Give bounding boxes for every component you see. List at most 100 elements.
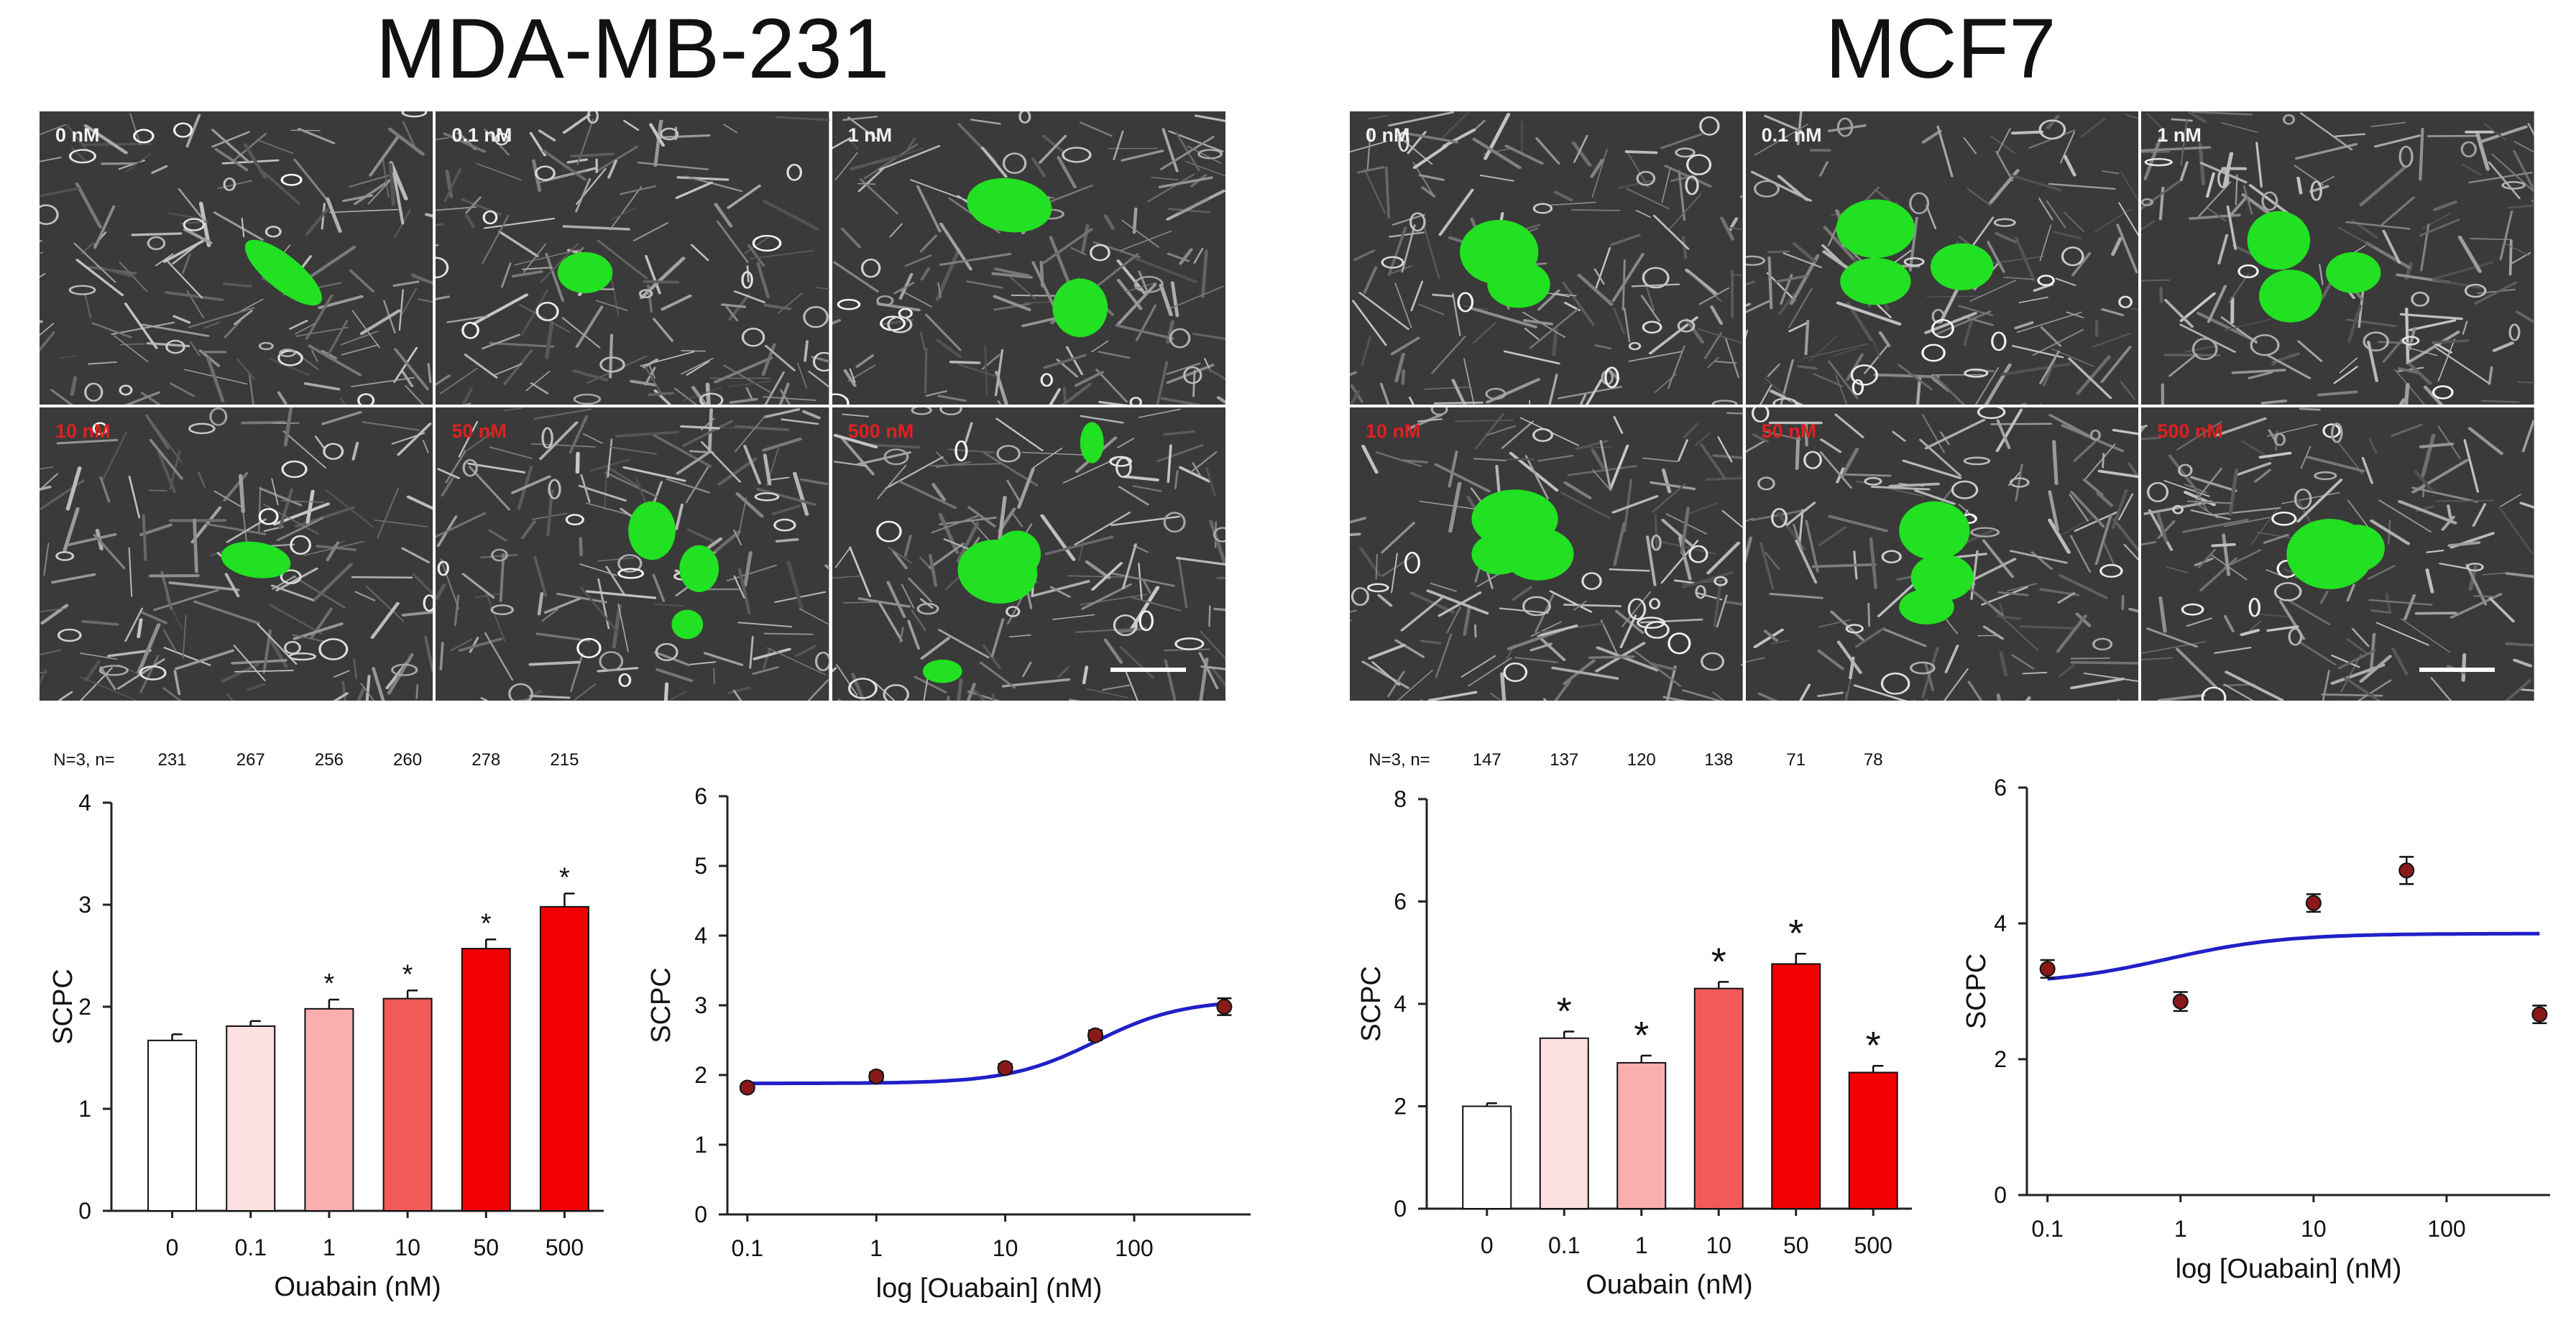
n-value: 260	[393, 750, 422, 770]
micrograph-image	[40, 111, 433, 405]
micrograph-panel: 10 nM	[1350, 407, 1743, 701]
data-point	[739, 1079, 755, 1096]
x-tick-label: 1	[870, 1235, 883, 1261]
micrograph-image	[436, 407, 829, 701]
micrograph-image	[1745, 111, 2139, 405]
green-cell	[1898, 589, 1954, 624]
micrograph-image	[832, 111, 1225, 405]
bar	[1693, 987, 1744, 1209]
green-cell	[1503, 527, 1574, 581]
x-tick-label: 0.1	[732, 1235, 763, 1261]
micrograph-panel: 500 nM	[2141, 407, 2534, 701]
data-point	[2398, 862, 2415, 879]
y-tick-label: 5	[694, 853, 707, 879]
bar-chart-mda-mb-231: 0 1 2 3 4 N=3, n= 0 231 0.1 267 * 1 256 * 10 260 * 50 278 *…	[48, 750, 604, 1302]
x-tick-label: 1	[1635, 1232, 1648, 1258]
green-cell	[922, 659, 962, 683]
x-tick-label: 50	[1783, 1232, 1809, 1258]
panel-label: 0.1 nM	[451, 124, 512, 146]
n-value: 137	[1550, 750, 1578, 770]
data-point	[2531, 1006, 2548, 1023]
micrograph-panel: 0.1 nM	[436, 111, 829, 405]
n-value: 231	[158, 750, 187, 770]
green-cell	[2329, 525, 2386, 572]
y-tick-label: 2	[78, 994, 91, 1020]
y-axis-label: SCPC	[1356, 966, 1386, 1042]
n-value: 278	[472, 750, 500, 770]
significance-star: *	[1788, 912, 1803, 955]
green-cell	[244, 239, 322, 306]
x-tick-label: 500	[546, 1235, 584, 1260]
panel-label: 50 nM	[451, 420, 507, 442]
green-cell	[1052, 278, 1108, 338]
x-tick-label: 10	[395, 1235, 420, 1260]
y-tick-label: 8	[1394, 786, 1407, 812]
micrograph-image	[1745, 407, 2139, 701]
scale-bar	[1110, 668, 1186, 672]
fit-curve	[747, 1002, 1225, 1086]
bar	[382, 997, 433, 1212]
panel-label: 1 nM	[2157, 124, 2202, 146]
green-cell	[966, 177, 1052, 233]
dose-response-chart-mcf7: 0 2 4 6 0.1 1 10 100 log [Ouabain] (nM) SCPC	[1961, 775, 2550, 1284]
y-tick-label: 6	[1994, 775, 2007, 801]
green-cell	[1471, 533, 1527, 575]
bar	[1539, 1037, 1589, 1209]
x-tick-label: 10	[993, 1235, 1018, 1261]
x-tick-label: 10	[1706, 1232, 1731, 1258]
fit-curve	[2047, 931, 2540, 981]
n-value: 71	[1786, 750, 1806, 770]
micrograph-panel: 0.1 nM	[1745, 111, 2139, 405]
n-label: N=3, n=	[53, 750, 114, 770]
green-cell	[2247, 211, 2311, 270]
micrograph-image	[40, 407, 433, 701]
x-tick-label: 50	[473, 1235, 499, 1260]
data-point	[868, 1068, 885, 1084]
micrograph-panel: 50 nM	[1745, 407, 2139, 701]
bar	[1462, 1105, 1512, 1209]
micrograph-panel: 1 nM	[2141, 111, 2534, 405]
x-axis-label: log [Ouabain] (nM)	[2176, 1254, 2402, 1284]
y-tick-label: 0	[1994, 1182, 2007, 1208]
green-cell	[1487, 261, 1550, 308]
y-tick-label: 0	[78, 1198, 91, 1224]
y-axis-label: SCPC	[48, 969, 78, 1045]
green-cell	[2326, 252, 2381, 293]
y-tick-label: 1	[694, 1132, 707, 1158]
bar	[147, 1039, 198, 1212]
x-tick-label: 1	[2174, 1216, 2187, 1242]
micrograph-panel: 0 nM	[40, 111, 433, 405]
y-tick-label: 6	[694, 783, 707, 809]
n-value: 147	[1473, 750, 1501, 770]
bar	[226, 1025, 276, 1212]
significance-star: *	[324, 969, 335, 999]
n-value: 138	[1704, 750, 1733, 770]
y-tick-label: 4	[1394, 991, 1407, 1017]
micrograph-image	[2141, 111, 2534, 405]
y-tick-label: 3	[694, 992, 707, 1018]
green-cell	[1930, 243, 1994, 290]
green-cell	[557, 252, 613, 293]
green-cell	[679, 545, 719, 593]
significance-star: *	[402, 959, 413, 990]
micrograph-grid-mcf7: 0 nM 0.1 nM 1 nM 10 nM 50 nM 500 nM	[1350, 111, 2534, 701]
bar-chart-mcf7: 0 2 4 6 8 N=3, n= 0 147 * 0.1 137 * 1 120 * 10 138 * 50 71 *…	[1356, 750, 1912, 1300]
panel-label: 0 nM	[1366, 124, 1410, 146]
data-point	[997, 1060, 1013, 1076]
green-cell	[1898, 501, 1970, 561]
data-point	[1216, 998, 1233, 1015]
x-axis-label: Ouabain (nM)	[274, 1272, 441, 1302]
dose-response-chart-mda-mb-231: 0 1 2 3 4 5 6 0.1 1 10 100 log [Ouabain] (nM) SCPC	[646, 783, 1251, 1304]
micrograph-image	[832, 407, 1225, 701]
y-tick-label: 4	[694, 923, 707, 949]
significance-star: *	[559, 862, 570, 892]
y-tick-label: 1	[78, 1096, 91, 1122]
y-tick-label: 4	[78, 790, 91, 816]
x-tick-label: 0	[1481, 1232, 1494, 1258]
micrograph-image	[436, 111, 829, 405]
bar	[1616, 1061, 1667, 1209]
n-value: 78	[1864, 750, 1883, 770]
x-tick-label: 10	[2301, 1216, 2327, 1242]
y-tick-label: 0	[694, 1201, 707, 1227]
title-mcf7: MCF7	[1825, 1, 2056, 96]
